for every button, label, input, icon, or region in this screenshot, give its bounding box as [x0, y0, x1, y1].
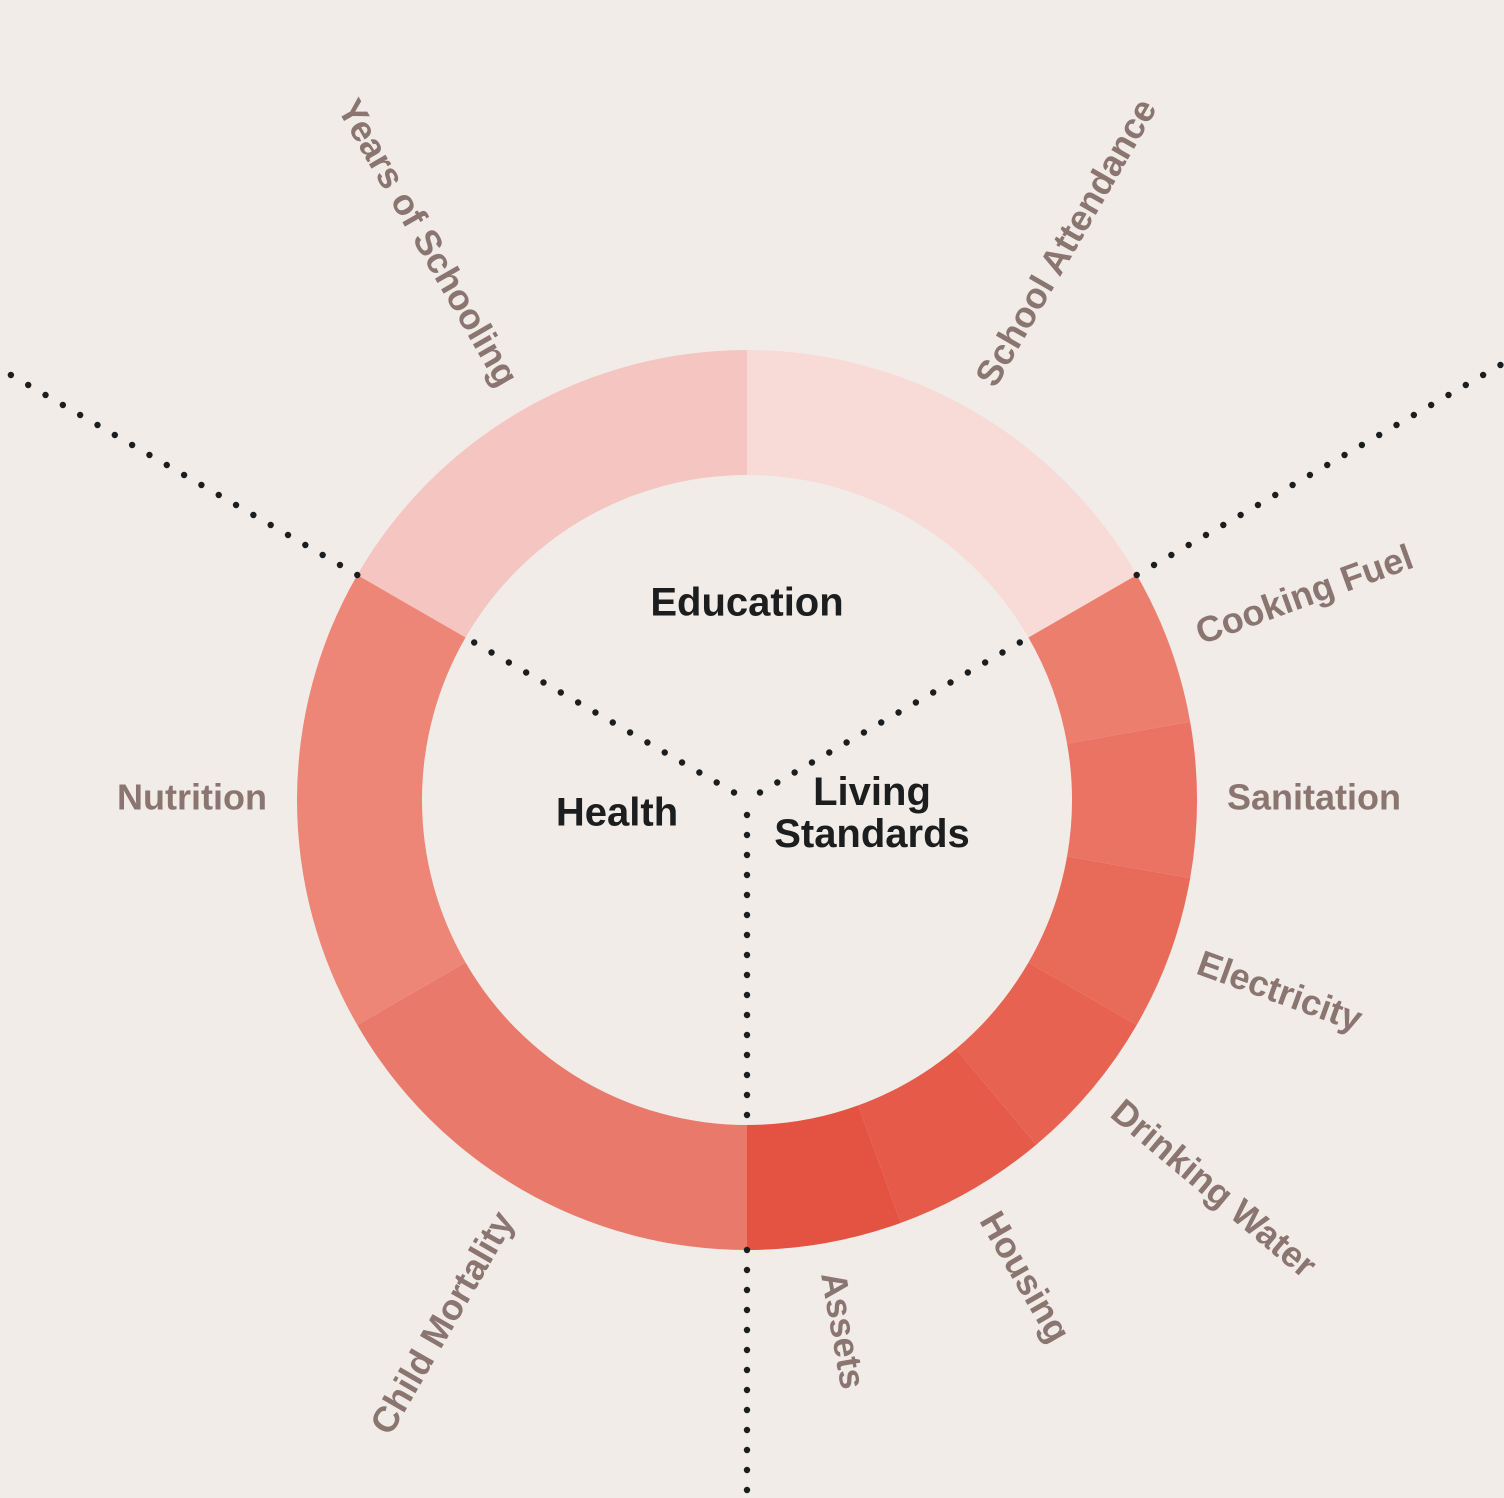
indicator-label: Sanitation: [1227, 777, 1401, 818]
donut-segment: [1067, 722, 1197, 878]
radial-chart: EducationLivingStandardsHealthYears of S…: [0, 0, 1504, 1498]
indicator-label: Nutrition: [117, 777, 267, 818]
dimension-label: Health: [556, 791, 678, 835]
chart-background: [0, 0, 1504, 1498]
chart-svg: EducationLivingStandardsHealthYears of S…: [0, 0, 1504, 1498]
dimension-label: Education: [650, 581, 843, 625]
